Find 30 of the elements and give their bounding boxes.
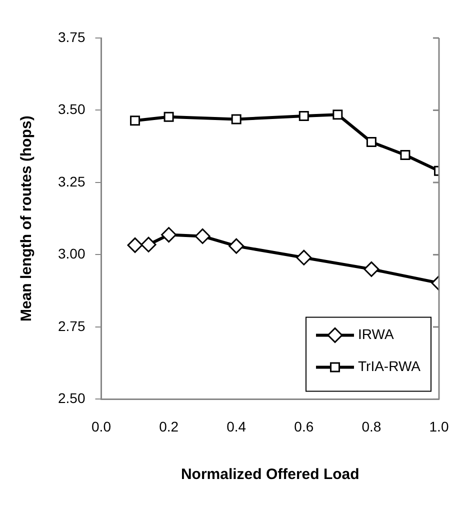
point [228, 238, 244, 254]
point [364, 261, 380, 277]
y-tick-label: 2.75 [58, 318, 86, 334]
point [164, 112, 174, 122]
y-tick-label: 2.50 [58, 390, 86, 406]
x-tick-label: 0.6 [294, 418, 314, 434]
x-tick-label: 0.4 [226, 418, 246, 434]
x-tick-label: 1.0 [429, 418, 449, 434]
y-tick-label: 3.75 [58, 28, 86, 45]
point [130, 116, 140, 126]
point [296, 250, 312, 266]
legend-label: TrIA-RWA [358, 358, 422, 374]
point [332, 110, 343, 120]
x-tick-label: 0.0 [92, 418, 112, 434]
point [194, 228, 210, 244]
point [140, 236, 156, 252]
point [127, 237, 143, 253]
point [231, 114, 242, 124]
point [161, 227, 177, 243]
y-tick-label: 3.50 [58, 101, 86, 118]
point [400, 150, 410, 160]
x-tick-label: 0.8 [362, 418, 382, 434]
x-axis-title: Normalized Offered Load [180, 466, 360, 484]
point [366, 137, 376, 148]
y-axis-title: Mean length of routes (hops) [18, 116, 36, 322]
point [298, 111, 309, 122]
x-tick-label: 0.2 [159, 418, 179, 434]
legend-label: IRWA [358, 326, 394, 342]
y-tick-label: 3.25 [58, 173, 86, 190]
y-tick-label: 3.00 [58, 246, 86, 262]
